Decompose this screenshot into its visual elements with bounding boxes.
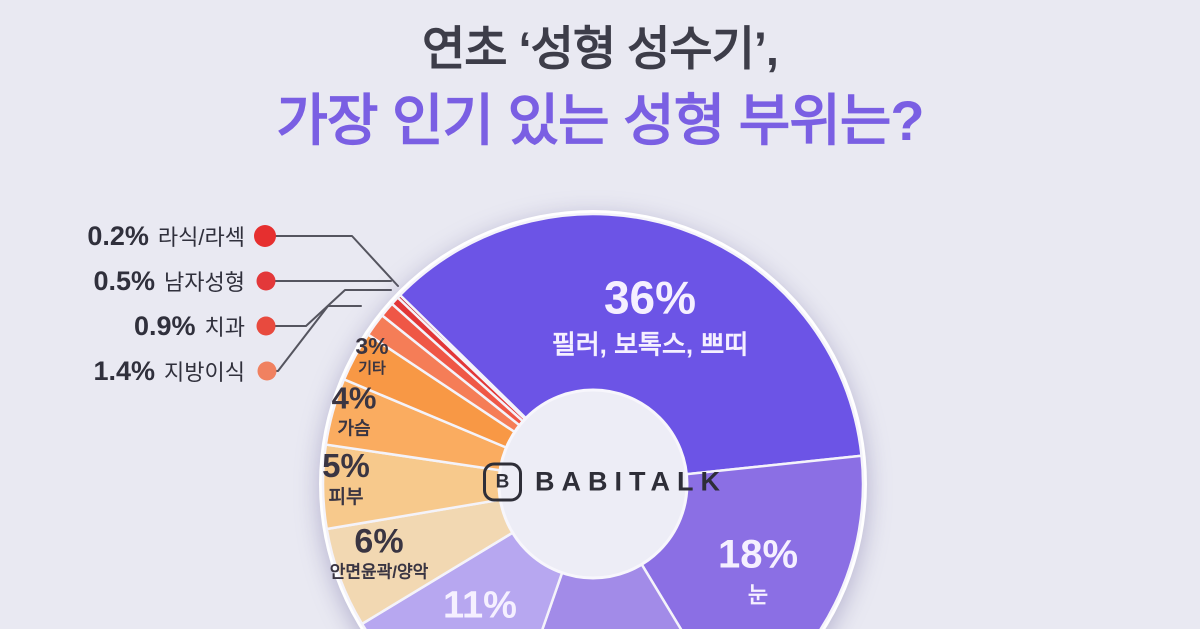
callout-value: 0.9% — [133, 311, 196, 341]
callout-dental: 0.9% 치과 — [0, 310, 245, 342]
callout-dot-icon — [256, 271, 276, 291]
connector-line — [265, 289, 392, 327]
callout-dot-icon — [254, 225, 276, 247]
brand-name: BABITALK — [535, 466, 727, 497]
slice-label-eyes: 18% 눈 — [718, 532, 798, 607]
callout-value: 1.4% — [93, 356, 156, 386]
callout-fat-graft: 1.4% 지방이식 — [0, 355, 245, 387]
slice-name: 필러, 보톡스, 쁘띠 — [551, 329, 749, 360]
slice-label-etc: 3% 기타 — [355, 333, 389, 378]
title-line-1: 연초 ‘성형 성수기’, — [422, 22, 779, 75]
connector-line — [266, 305, 362, 372]
title-line-2: 가장 인기 있는 성형 부위는? — [276, 89, 924, 152]
callout-label: 치과 — [204, 315, 245, 340]
connector-line — [264, 235, 399, 287]
slice-name: 피부 — [328, 486, 364, 508]
slice-value: 5% — [322, 446, 370, 484]
callout-dot-icon — [256, 316, 276, 336]
slice-label-skin: 5% 피부 — [322, 446, 370, 508]
donut-center-circle — [497, 388, 689, 580]
callout-label: 라식/라섹 — [157, 225, 245, 250]
slice-name: 기타 — [358, 359, 386, 377]
slice-label-filler-botox: 36% 필러, 보톡스, 쁘띠 — [551, 271, 749, 360]
slice-value: 36% — [603, 271, 697, 324]
babitalk-logo: B BABITALK — [483, 462, 727, 502]
pie-slice-필러, 보톡스, 쁘띠 — [398, 212, 863, 486]
slice-name: 눈 — [747, 582, 769, 608]
slice-value: 6% — [354, 522, 404, 561]
slice-value: 11% — [443, 584, 517, 627]
callout-lasik: 0.2% 라식/라섹 — [0, 220, 245, 252]
slice-label-breast: 4% 가슴 — [331, 380, 377, 439]
slice-value: 18% — [717, 532, 799, 577]
callout-value: 0.5% — [93, 266, 156, 296]
callout-male-surgery: 0.5% 남자성형 — [0, 265, 245, 297]
callout-value: 0.2% — [87, 221, 149, 251]
callout-dots — [254, 225, 277, 381]
slice-name: 안면윤곽/양악 — [329, 562, 429, 582]
badge-letter: B — [495, 471, 510, 492]
callout-label: 지방이식 — [164, 360, 245, 385]
slice-label-11pct: 11% — [443, 585, 517, 628]
slice-value: 3% — [355, 333, 389, 360]
slice-label-facial-contour: 6% 안면윤곽/양악 — [330, 522, 429, 581]
babitalk-badge-icon: B — [483, 462, 523, 502]
slice-value: 4% — [331, 380, 377, 416]
donut-slices — [319, 210, 867, 629]
slice-name: 가슴 — [337, 418, 371, 439]
callout-label: 남자성형 — [164, 270, 245, 295]
callout-dot-icon — [257, 361, 277, 381]
